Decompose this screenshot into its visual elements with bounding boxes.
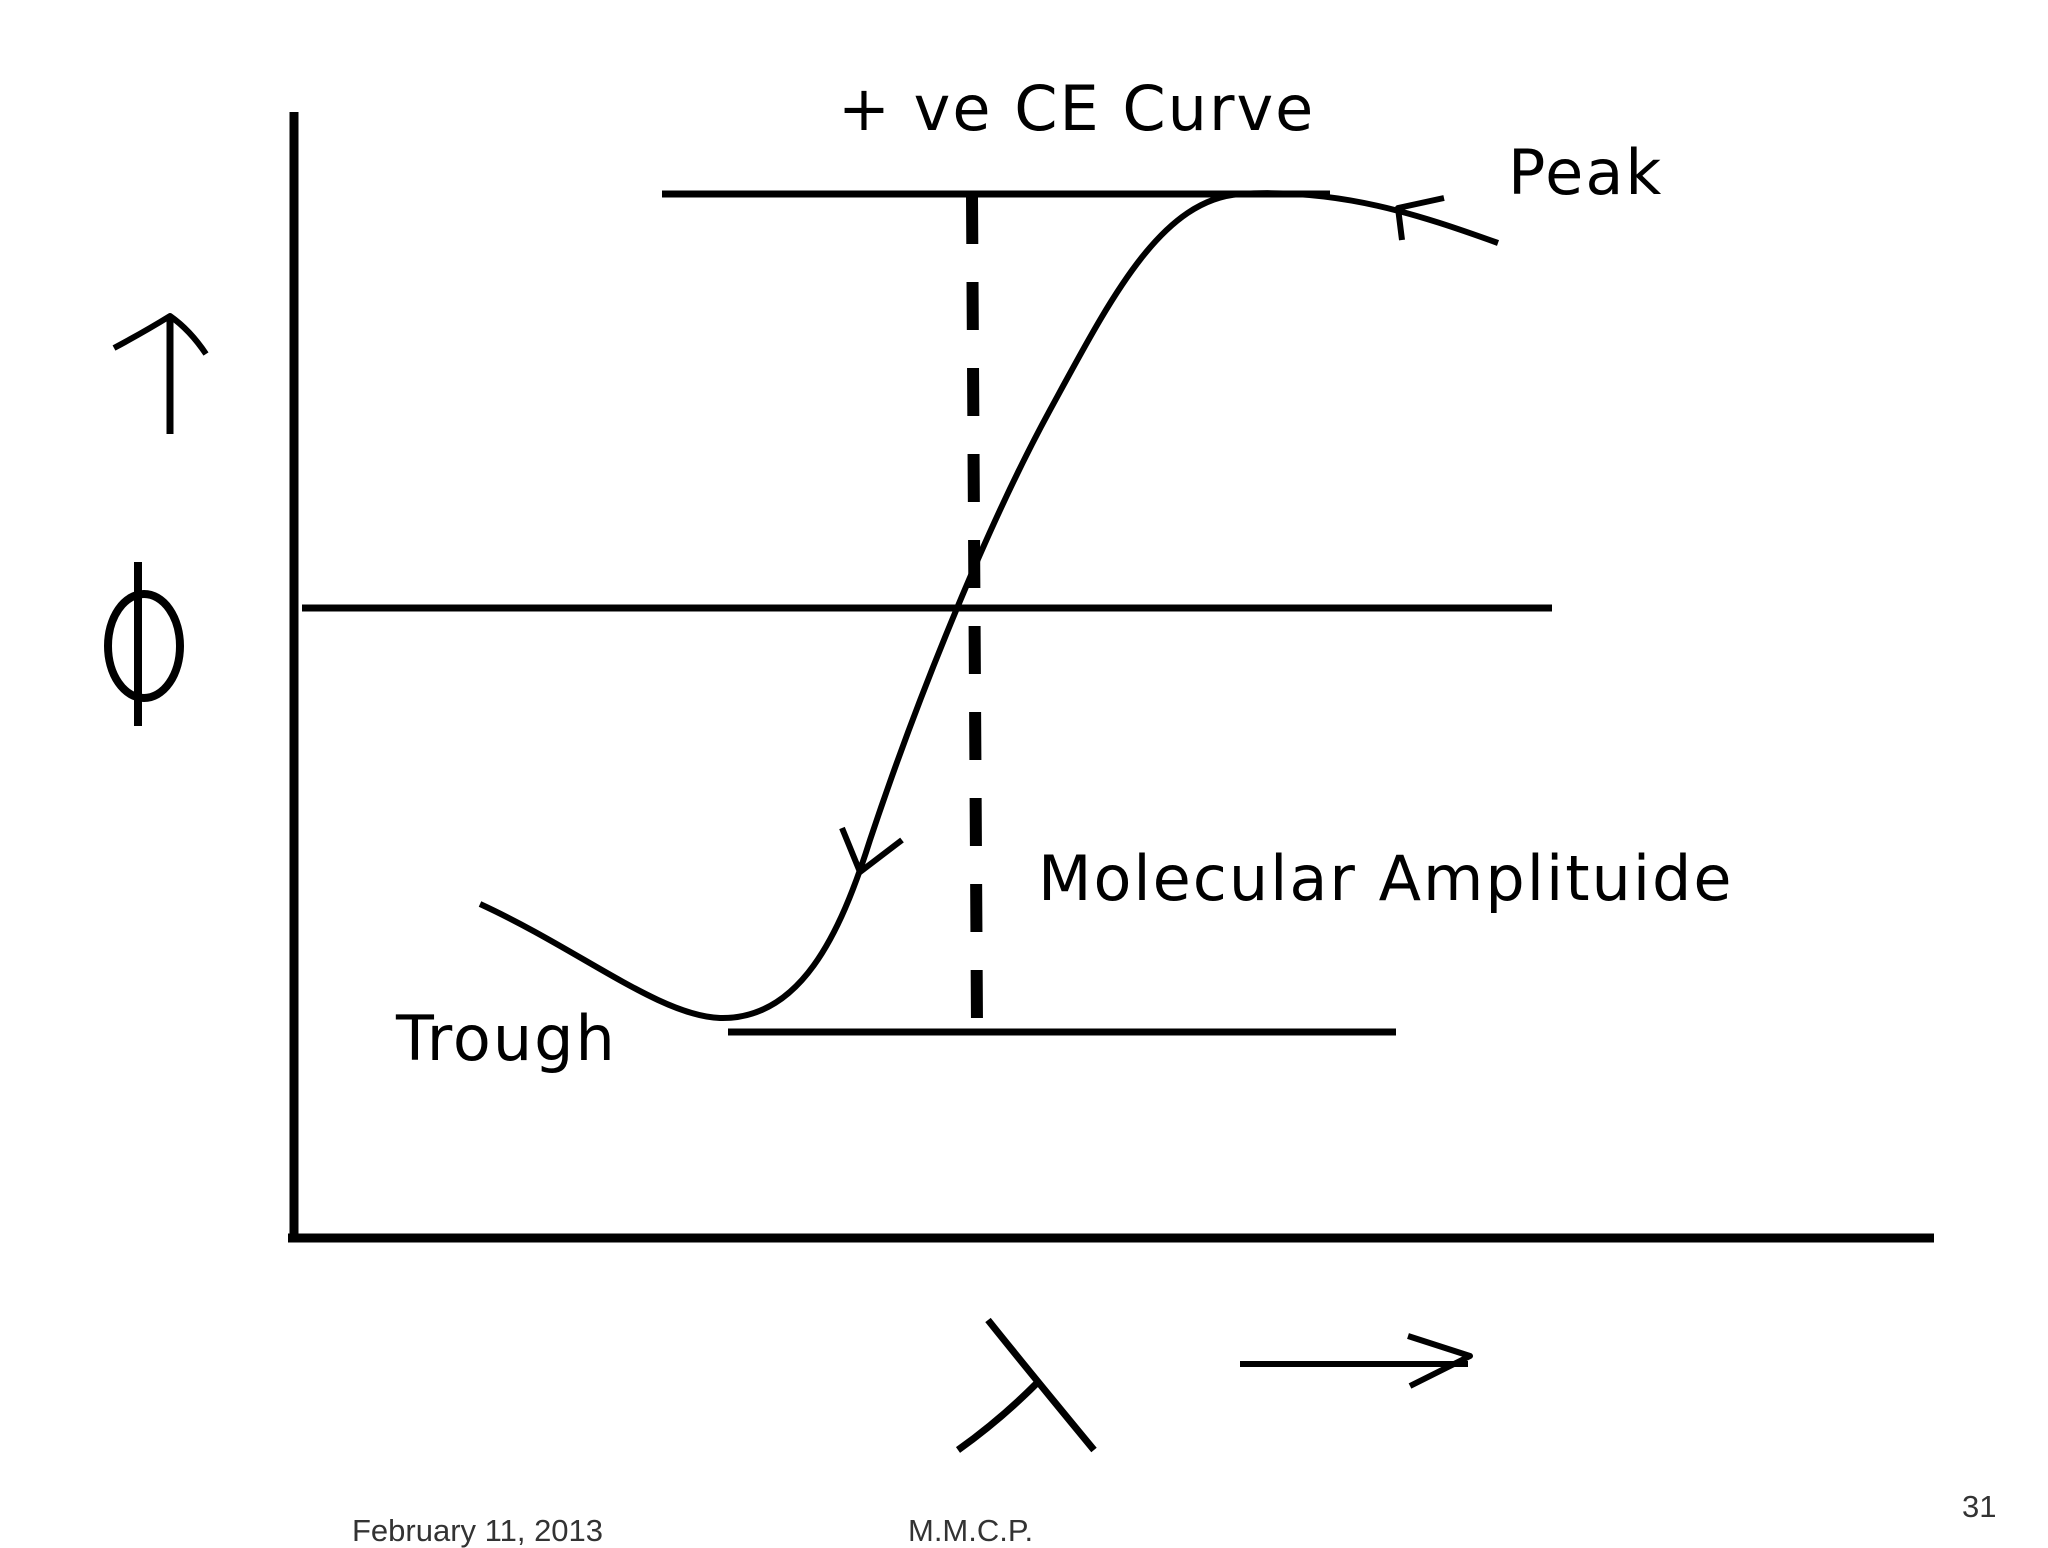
phi-arrow-head: [112, 313, 209, 356]
page-number: 31: [1962, 1489, 1997, 1524]
footer-author: M.M.C.P.: [908, 1513, 1034, 1548]
trough-label: Trough: [396, 1002, 617, 1075]
amplitude-dashed-line: [966, 195, 983, 1027]
chart-title: + ve CE Curve: [838, 72, 1316, 145]
peak-label: Peak: [1508, 136, 1664, 209]
peak-pointer-arrow: [1395, 195, 1445, 241]
footer-date: February 11, 2013: [352, 1513, 604, 1548]
amplitude-label: Molecular Amplituide: [1038, 842, 1734, 915]
curve-arrow-down: [839, 826, 904, 875]
ce-curve: [478, 190, 1500, 1022]
lambda-symbol: [955, 1317, 1097, 1453]
phi-symbol-ring: [104, 590, 184, 702]
lambda-arrow-head: [1407, 1333, 1473, 1389]
